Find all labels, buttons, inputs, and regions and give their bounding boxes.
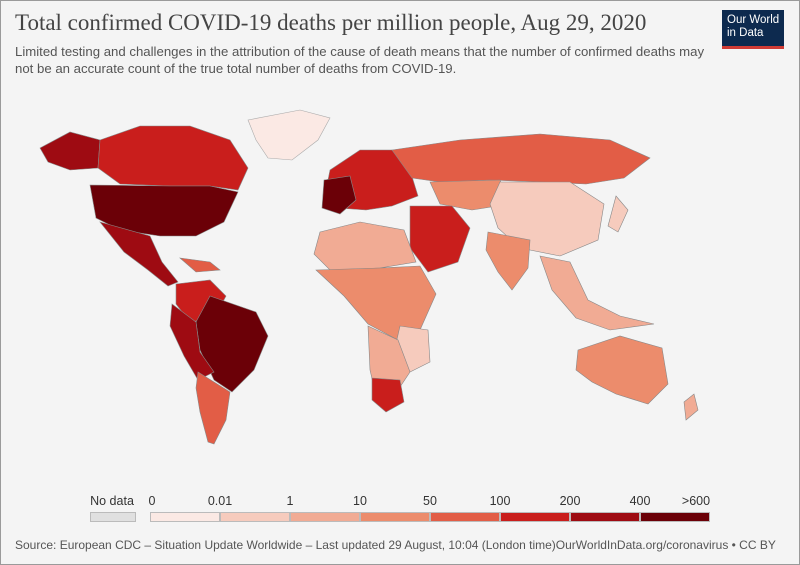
source-text: Source: European CDC – Situation Update …	[15, 538, 556, 552]
region-south-africa	[371, 377, 405, 413]
region-canada	[97, 125, 249, 191]
region-argentina	[195, 371, 231, 445]
region-greenland	[247, 109, 331, 161]
region-russia	[391, 133, 651, 185]
logo-line-2: in Data	[727, 27, 764, 39]
owid-logo[interactable]: Our World in Data	[722, 10, 784, 49]
region-alaska	[39, 131, 101, 171]
region-western-europe	[321, 175, 357, 215]
region-se-asia	[539, 255, 655, 331]
region-china	[489, 181, 605, 257]
region-middle-east	[409, 205, 471, 273]
region-japan	[607, 195, 629, 233]
region-india	[485, 231, 531, 291]
region-caribbean	[179, 257, 221, 273]
region-australia	[575, 335, 669, 405]
region-mexico	[99, 221, 179, 287]
chart-subtitle: Limited testing and challenges in the at…	[15, 44, 705, 76]
chart-title: Total confirmed COVID-19 deaths per mill…	[15, 10, 647, 35]
source-link[interactable]: OurWorldInData.org/coronavirus • CC BY	[555, 538, 776, 552]
region-new-zealand	[683, 393, 699, 421]
region-peru-bolivia	[169, 303, 215, 381]
chart-source: Source: European CDC – Situation Update …	[15, 538, 776, 552]
logo-line-1: Our World	[727, 14, 780, 26]
region-north-africa	[313, 221, 417, 271]
